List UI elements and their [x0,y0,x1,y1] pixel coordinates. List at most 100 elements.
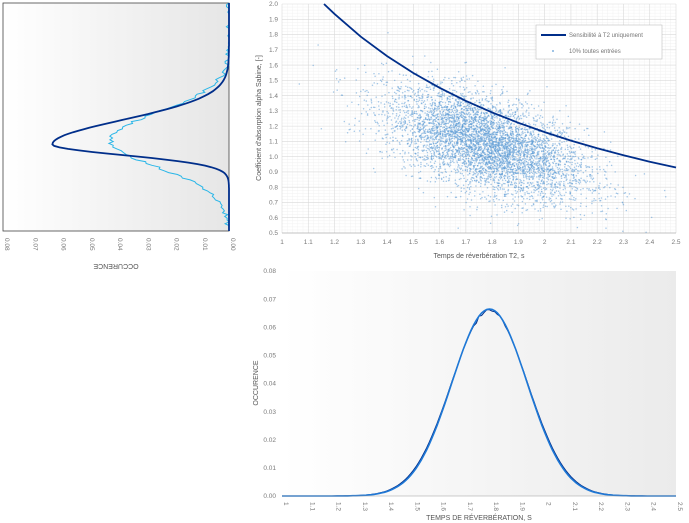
scatter-point [507,163,509,166]
scatter-point [426,124,428,127]
scatter-point [546,167,548,169]
scatter-point [465,118,468,121]
scatter-point [430,61,432,64]
scatter-point [445,148,448,150]
scatter-point [462,120,464,123]
scatter-point [523,153,525,155]
scatter-point [496,123,499,125]
scatter-point [483,145,486,148]
scatter-point [545,163,547,166]
scatter-point [490,142,493,145]
scatter-point [457,227,459,229]
scatter-point [406,78,409,81]
scatter-point [537,190,540,193]
scatter-point [487,135,489,137]
scatter-point [484,163,486,166]
scatter-point [523,172,525,174]
scatter-point [536,168,538,170]
scatter-point [582,171,585,174]
scatter-point [533,168,536,171]
scatter-point [539,147,542,150]
scatter-point [430,167,433,170]
scatter-point [391,148,393,151]
scatter-point [416,127,418,130]
scatter-point [405,114,407,116]
scatter-point [434,118,436,121]
scatter-point [403,96,406,98]
scatter-point [524,157,527,160]
scatter-point [471,148,473,151]
scatter-point [486,99,488,102]
scatter-point [452,146,455,149]
scatter-point [429,137,432,140]
scatter-point [474,134,477,136]
scatter-point [495,107,497,110]
scatter-point [523,140,526,142]
scatter-point [522,114,524,116]
scatter-point [572,209,575,211]
scatter-point [374,119,376,122]
scatter-point [461,79,463,81]
scatter-point [423,125,426,127]
scatter-point [438,101,440,104]
scatter-point [441,156,444,158]
scatter-point [417,88,419,91]
scatter-point [475,161,478,163]
scatter-point [584,169,587,172]
scatter-point [565,191,567,194]
scatter-point [418,106,420,108]
scatter-point [530,166,533,169]
scatter-point [427,136,430,139]
scatter-point [443,126,445,128]
scatter-point [481,123,483,125]
scatter-point [339,78,341,81]
scatter-point [500,135,503,137]
scatter-point [501,173,504,175]
scatter-point [563,157,565,160]
scatter-point [528,107,530,109]
scatter-point [539,174,542,177]
scatter-point [414,131,416,134]
scatter-point [526,171,529,174]
scatter-point [586,175,588,177]
scatter-point [463,152,466,155]
scatter-point [478,108,481,111]
scatter-point [540,179,543,182]
scatter-point [465,165,467,168]
scatter-point [484,168,487,171]
scatter-point [604,174,606,176]
scatter-point [558,160,560,162]
scatter-point [406,110,409,112]
scatter-point [465,86,468,89]
scatter-point [454,144,457,147]
scatter-point [457,117,460,120]
scatter-point [503,170,505,172]
scatter-point [459,152,462,155]
scatter-point [536,200,538,203]
scatter-point [532,144,535,146]
scatter-point [532,185,535,187]
scatter-point [473,121,475,124]
scatter-point [437,170,440,173]
scatter-point [434,107,436,110]
scatter-point [517,204,520,207]
scatter-point [421,93,424,96]
scatter-point [438,157,440,160]
scatter-point [579,181,582,183]
scatter-point [445,180,448,182]
scatter-point [388,154,391,157]
scatter-point [440,117,443,119]
scatter-point [544,162,547,165]
scatter-point [443,163,445,166]
scatter-point [418,156,420,158]
scatter-point [529,124,531,126]
scatter-point [514,189,517,192]
scatter-point [573,166,576,168]
scatter-point [447,155,449,157]
scatter-point [435,177,438,180]
scatter-point [442,117,444,120]
scatter-point [520,153,522,155]
scatter-point [504,136,507,139]
scatter-point [505,141,507,144]
scatter-point [501,152,504,154]
